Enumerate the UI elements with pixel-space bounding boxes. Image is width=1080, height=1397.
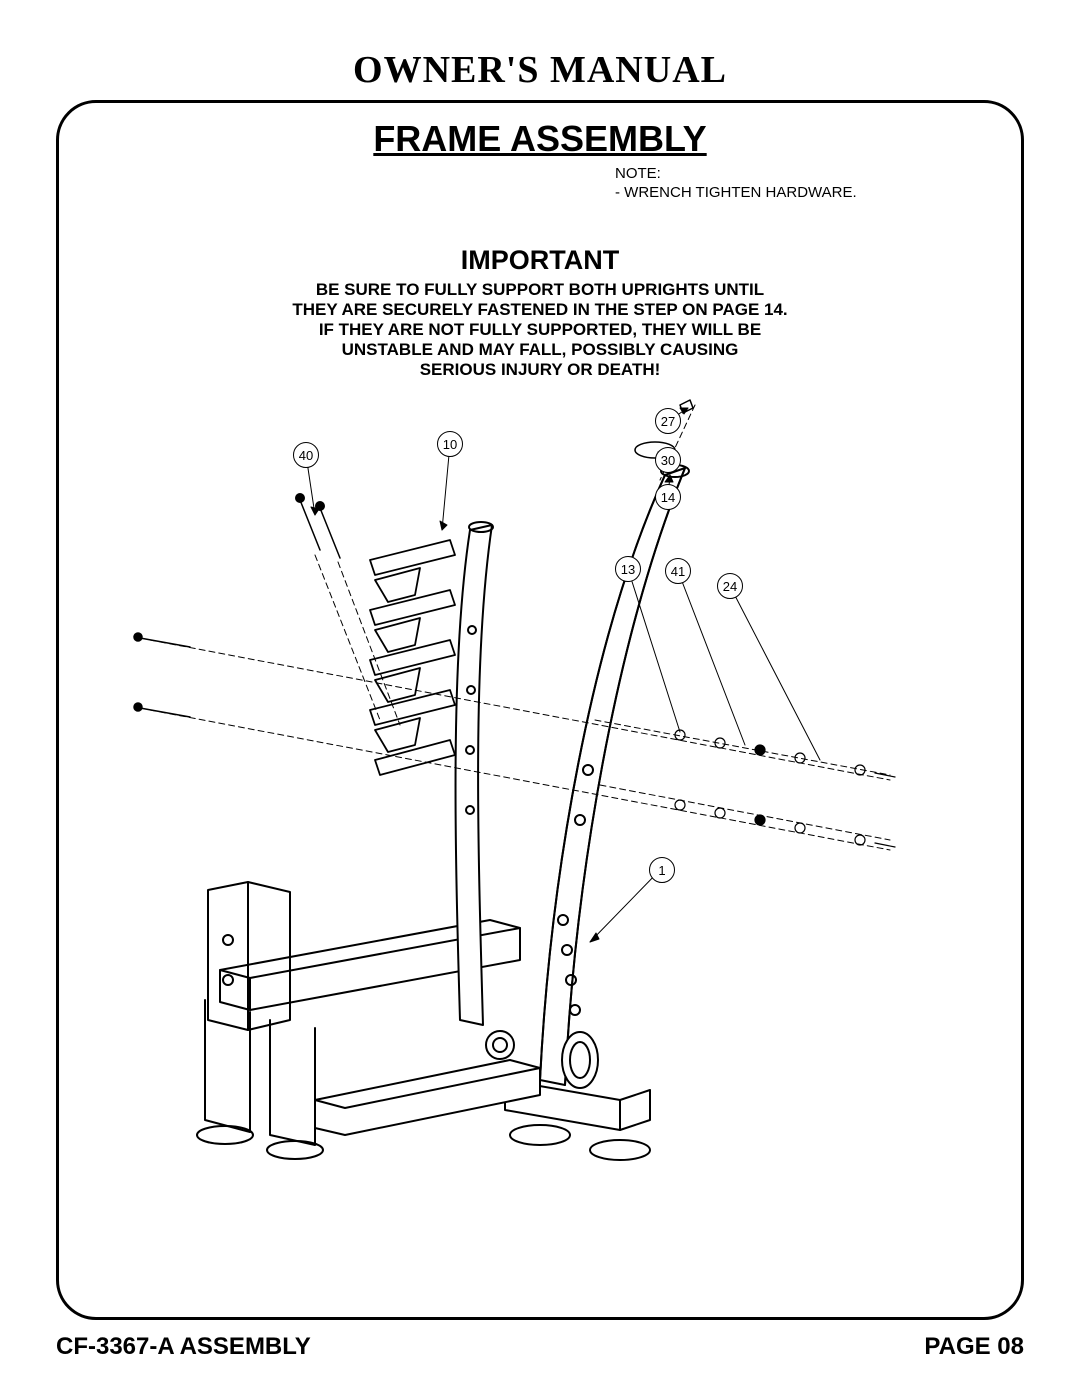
callout-1: 1: [649, 857, 675, 883]
assembly-diagram: 40 10 27 30 14 13 41 24 1: [120, 380, 960, 1210]
warning-line: UNSTABLE AND MAY FALL, POSSIBLY CAUSING: [0, 340, 1080, 360]
section-title: FRAME ASSEMBLY: [0, 118, 1080, 160]
important-label: IMPORTANT: [0, 245, 1080, 276]
footer-model: CF-3367-A ASSEMBLY: [56, 1333, 311, 1361]
page-title: OWNER'S MANUAL: [0, 48, 1080, 92]
callout-13: 13: [615, 556, 641, 582]
callout-30: 30: [655, 447, 681, 473]
callout-24: 24: [717, 573, 743, 599]
callout-14: 14: [655, 484, 681, 510]
callout-27: 27: [655, 408, 681, 434]
warning-line: IF THEY ARE NOT FULLY SUPPORTED, THEY WI…: [0, 320, 1080, 340]
warning-line: SERIOUS INJURY OR DEATH!: [0, 360, 1080, 380]
note-line: - WRENCH TIGHTEN HARDWARE.: [615, 184, 857, 203]
callout-10: 10: [437, 431, 463, 457]
note-block: NOTE: - WRENCH TIGHTEN HARDWARE.: [615, 165, 857, 203]
warning-line: THEY ARE SECURELY FASTENED IN THE STEP O…: [0, 300, 1080, 320]
callout-40: 40: [293, 442, 319, 468]
footer-page-number: PAGE 08: [924, 1333, 1024, 1361]
warning-block: BE SURE TO FULLY SUPPORT BOTH UPRIGHTS U…: [0, 280, 1080, 380]
callout-41: 41: [665, 558, 691, 584]
note-label: NOTE:: [615, 165, 857, 184]
warning-line: BE SURE TO FULLY SUPPORT BOTH UPRIGHTS U…: [0, 280, 1080, 300]
